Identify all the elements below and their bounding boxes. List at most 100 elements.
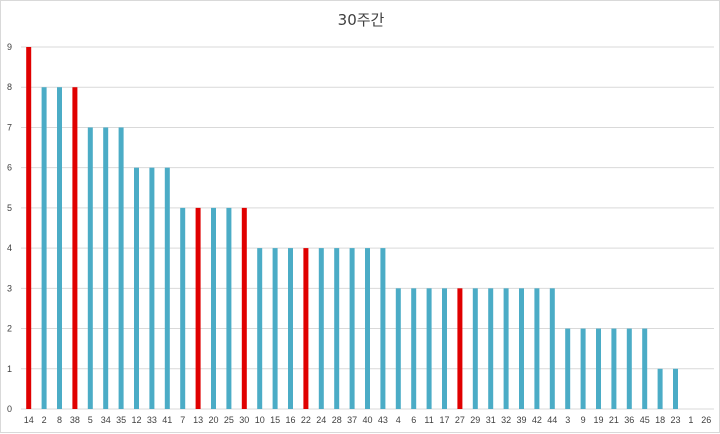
y-tick-label: 2	[7, 324, 12, 334]
x-tick-label: 33	[147, 415, 157, 425]
x-tick-label: 9	[581, 415, 586, 425]
x-tick-label: 24	[316, 415, 326, 425]
x-tick-label: 26	[701, 415, 711, 425]
bar-40	[365, 248, 370, 409]
x-tick-label: 42	[532, 415, 542, 425]
bar-22	[303, 248, 309, 409]
x-tick-label: 41	[162, 415, 172, 425]
x-tick-label: 40	[362, 415, 372, 425]
bar-30	[241, 207, 247, 409]
bar-24	[318, 248, 324, 409]
y-tick-label: 0	[7, 404, 12, 414]
x-tick-label: 43	[378, 415, 388, 425]
bar-4	[395, 288, 401, 409]
x-tick-label: 6	[411, 415, 416, 425]
x-tick-label: 29	[470, 415, 480, 425]
bar-18	[657, 368, 663, 409]
bar-5	[87, 127, 93, 409]
x-tick-label: 8	[57, 415, 62, 425]
x-tick-label: 38	[70, 415, 80, 425]
x-tick-label: 27	[455, 415, 465, 425]
y-tick-label: 9	[7, 42, 12, 52]
bar-10	[257, 248, 263, 409]
bar-2	[41, 87, 47, 409]
x-tick-label: 30	[239, 415, 249, 425]
bar-38	[72, 87, 78, 409]
x-tick-label: 4	[396, 415, 401, 425]
y-tick-label: 6	[7, 163, 12, 173]
bar-33	[149, 167, 155, 409]
bar-32	[503, 288, 509, 409]
bar-14	[26, 47, 32, 409]
x-tick-label: 31	[486, 415, 496, 425]
y-tick-label: 1	[7, 364, 12, 374]
x-tick-label: 34	[101, 415, 111, 425]
bar-34	[103, 127, 109, 409]
x-tick-label: 13	[193, 415, 203, 425]
bar-45	[642, 328, 648, 409]
bar-15	[272, 248, 278, 409]
x-tick-label: 11	[424, 415, 433, 425]
x-tick-label: 15	[270, 415, 280, 425]
x-tick-label: 25	[224, 415, 234, 425]
bar-3	[565, 328, 571, 409]
y-tick-label: 3	[7, 283, 12, 293]
x-tick-label: 10	[255, 415, 265, 425]
x-tick-label: 12	[131, 415, 141, 425]
x-tick-label: 21	[609, 415, 619, 425]
x-tick-label: 22	[301, 415, 311, 425]
bar-13	[195, 207, 201, 409]
y-tick-label: 8	[7, 82, 12, 92]
bar-25	[226, 207, 232, 409]
bar-16	[288, 248, 293, 409]
bar-17	[442, 288, 447, 409]
x-tick-label: 32	[501, 415, 511, 425]
y-tick-label: 7	[7, 122, 12, 132]
x-tick-label: 14	[24, 415, 34, 425]
x-tick-label: 5	[88, 415, 93, 425]
bar-21	[611, 328, 617, 409]
x-tick-label: 20	[208, 415, 218, 425]
bar-8	[57, 87, 62, 409]
bar-41	[164, 167, 170, 409]
x-tick-label: 18	[655, 415, 665, 425]
bar-19	[596, 328, 601, 409]
bar-9	[580, 328, 586, 409]
x-tick-label: 28	[332, 415, 342, 425]
bar-29	[472, 288, 478, 409]
x-tick-label: 7	[180, 415, 185, 425]
x-tick-label: 45	[640, 415, 650, 425]
bar-6	[411, 288, 417, 409]
x-tick-label: 36	[624, 415, 634, 425]
chart-title: 30주간	[337, 11, 385, 29]
x-tick-label: 37	[347, 415, 357, 425]
x-tick-label: 2	[42, 415, 47, 425]
bar-20	[211, 207, 216, 409]
x-tick-label: 39	[516, 415, 526, 425]
bar-31	[488, 288, 494, 409]
x-tick-label: 16	[285, 415, 295, 425]
bar-36	[626, 328, 632, 409]
bar-39	[519, 288, 524, 409]
x-tick-label: 44	[547, 415, 557, 425]
y-axis-ticks: 0 1 2 3 4 5 6 7 8 9	[7, 42, 12, 414]
bar-37	[349, 248, 355, 409]
bar-23	[673, 368, 678, 409]
x-tick-label: 17	[439, 415, 449, 425]
x-tick-label: 23	[670, 415, 680, 425]
bar-11	[426, 288, 432, 409]
x-tick-label: 19	[593, 415, 603, 425]
bar-35	[118, 127, 124, 409]
y-tick-label: 4	[7, 243, 12, 253]
bar-27	[457, 288, 463, 409]
bar-7	[180, 207, 186, 409]
x-axis-ticks: 14 2 8 38 5 34 35 12 33 41 7 13 20 25 30 10 15 16 22 24 28 37…	[24, 415, 712, 425]
bar-12	[134, 167, 139, 409]
x-tick-label: 1	[688, 415, 693, 425]
x-tick-label: 35	[116, 415, 126, 425]
bar-28	[334, 248, 340, 409]
bar-44	[549, 288, 555, 409]
y-tick-label: 5	[7, 203, 12, 213]
